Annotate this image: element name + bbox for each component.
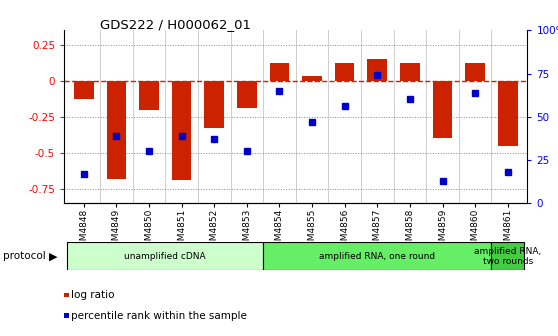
Bar — [492, 242, 524, 270]
Text: amplified RNA,
two rounds: amplified RNA, two rounds — [474, 247, 541, 266]
Text: percentile rank within the sample: percentile rank within the sample — [71, 310, 247, 321]
Bar — [498, 81, 517, 145]
Bar — [139, 81, 159, 110]
Bar — [204, 81, 224, 128]
Bar — [400, 64, 420, 81]
Bar — [368, 59, 387, 81]
Text: GDS222 / H000062_01: GDS222 / H000062_01 — [100, 18, 252, 32]
Text: ▶: ▶ — [49, 251, 57, 261]
Bar — [335, 64, 354, 81]
Bar — [74, 81, 94, 99]
Bar — [432, 81, 453, 138]
Text: log ratio: log ratio — [71, 290, 114, 300]
Text: amplified RNA, one round: amplified RNA, one round — [319, 252, 435, 261]
Text: unamplified cDNA: unamplified cDNA — [124, 252, 206, 261]
Bar — [263, 242, 492, 270]
Bar — [237, 81, 257, 108]
Bar — [107, 81, 126, 179]
Bar — [270, 64, 289, 81]
Bar — [68, 242, 263, 270]
Bar — [172, 81, 191, 180]
Bar — [465, 64, 485, 81]
Text: protocol: protocol — [3, 251, 46, 261]
Bar — [302, 76, 322, 81]
